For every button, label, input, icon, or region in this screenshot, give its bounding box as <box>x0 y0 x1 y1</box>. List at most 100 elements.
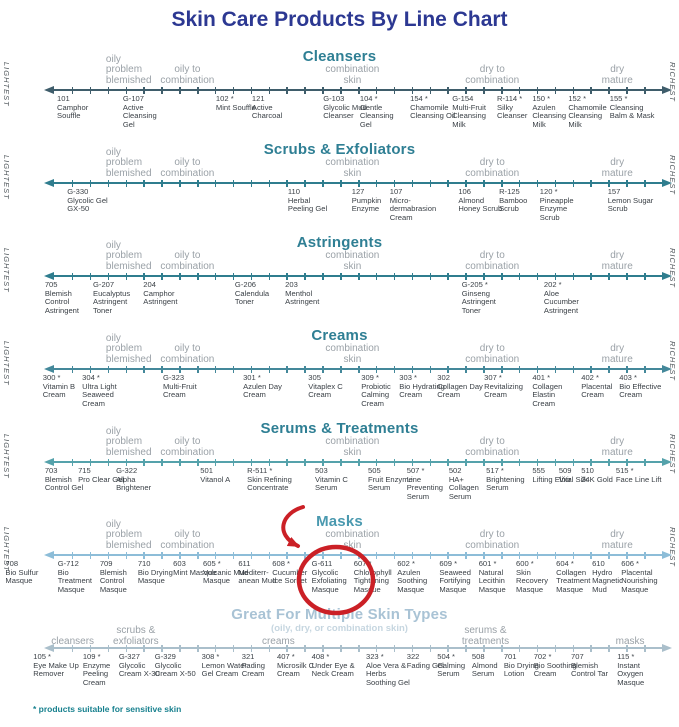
axis-tick <box>536 458 539 466</box>
axis-tick <box>411 179 414 187</box>
product-607: 607 * Chlorophyll Tightening Masque <box>353 559 392 594</box>
category-row-cleansers: Cleansers LIGHTEST RICHEST oily problem blemi… <box>0 46 679 139</box>
product-517: 517 * Brightening Serum <box>486 466 525 493</box>
axis-tick <box>143 272 145 280</box>
skin-zone-label-oily-problem-blemished: oily problem blemished <box>105 425 152 459</box>
axis-tick <box>554 551 557 559</box>
product-g-712: G-712 Bio Treatment Masque <box>57 559 93 594</box>
product-155: 155 * Cleansing Balm & Mask <box>609 94 655 121</box>
axis-tick <box>143 365 145 373</box>
product-g-323: G-323 Multi-Fruit Cream <box>162 373 197 400</box>
product-axis <box>44 271 672 280</box>
axis-tick <box>518 86 521 94</box>
product-r-125: R-125 Bamboo Scrub <box>499 187 528 214</box>
axis-tick <box>536 272 539 280</box>
axis-tick <box>393 272 396 280</box>
axis-tick <box>107 551 110 559</box>
axis-tick <box>626 272 628 280</box>
axis-tick <box>214 365 217 373</box>
richest-label: RICHEST <box>668 434 677 474</box>
axis-tick <box>322 551 324 559</box>
product-301: 301 * Azulen Day Cream <box>243 373 282 400</box>
skin-zone-label-dry-to-combination: dry to combination <box>465 157 520 180</box>
axis-tick <box>268 179 271 187</box>
product-152: 152 * Chamomile Cleansing Milk <box>568 94 607 129</box>
axis-tick <box>322 272 324 280</box>
axis-tick <box>286 644 288 652</box>
axis-tick <box>214 272 217 280</box>
axis-tick <box>358 644 360 652</box>
axis-tick <box>393 551 396 559</box>
axis-tick <box>465 179 467 187</box>
axis-tick <box>340 272 342 280</box>
axis-tick <box>71 365 74 373</box>
axis-tick <box>393 458 396 466</box>
product-axis <box>44 550 672 559</box>
axis-tick <box>214 86 217 94</box>
axis-tick <box>554 644 557 652</box>
category-header-great-for-multiple-skin-types: Great For Multiple Skin Types <box>231 606 448 623</box>
product-703: 703 Blemish Control Gel <box>44 466 84 493</box>
lightest-label: LIGHTEST <box>2 155 11 200</box>
category-row-scrubs-exfoliators: Scrubs & Exfoliators LIGHTEST RICHEST oily p… <box>0 139 679 232</box>
axis-tick <box>393 179 396 187</box>
axis-tick <box>268 365 271 373</box>
lightest-label: LIGHTEST <box>2 527 11 572</box>
product-710: 710 Bio Drying Masque <box>137 559 173 586</box>
axis-tick <box>197 458 199 466</box>
axis-tick <box>250 272 253 280</box>
axis-tick <box>590 644 592 652</box>
axis-tick <box>179 272 181 280</box>
product-408: 408 * Under Eye & Neck Cream <box>311 652 355 679</box>
axis-tick <box>554 365 557 373</box>
axis-tick <box>197 551 199 559</box>
product-504: 504 * Calming Serum <box>437 652 466 679</box>
skin-zone-label-dry-to-combination: dry to combination <box>465 64 520 87</box>
axis-tick <box>608 179 610 187</box>
axis-tick <box>232 551 235 559</box>
axis-tick <box>501 86 503 94</box>
axis-tick <box>483 458 485 466</box>
axis-tick <box>107 644 110 652</box>
product-150: 150 * Azulen Cleansing Milk <box>532 94 567 129</box>
skin-zone-label-dry-to-combination: dry to combination <box>465 343 520 366</box>
axis-tick <box>286 365 288 373</box>
axis-tick <box>501 551 503 559</box>
axis-tick <box>107 272 110 280</box>
product-107: 107 Micro- dermabrasion Cream <box>389 187 437 222</box>
axis-tick <box>572 179 575 187</box>
axis-tick <box>89 551 92 559</box>
lightest-label: LIGHTEST <box>2 248 11 293</box>
page-title: Skin Care Products By Line Chart <box>171 8 508 31</box>
product-609: 609 * Seaweed Fortifying Masque <box>439 559 471 594</box>
axis-tick <box>232 458 235 466</box>
product-307: 307 * Revitalizing Cream <box>484 373 523 400</box>
product-715: 715 Pro Clear Gel <box>78 466 125 484</box>
skin-zone-label-oily-to-combination: oily to combination <box>160 250 215 273</box>
product-601: 601 * Natural Lecithin Masque <box>478 559 506 594</box>
axis-tick <box>644 365 646 373</box>
axis-tick <box>304 179 306 187</box>
axis-tick <box>626 551 628 559</box>
skin-zone-label-dry-mature: dry mature <box>601 529 633 552</box>
category-row-creams: Creams LIGHTEST RICHEST oily problem blemishe… <box>0 325 679 418</box>
product-502: 502 HA+ Collagen Serum <box>448 466 479 501</box>
axis-tick <box>358 272 360 280</box>
axis-tick <box>393 365 396 373</box>
axis-tick <box>393 86 396 94</box>
skin-zone-label-oily-to-combination: oily to combination <box>160 64 215 87</box>
axis-tick <box>644 272 646 280</box>
product-r-114: R-114 * Silky Cleanser <box>497 94 528 121</box>
axis-tick <box>214 644 217 652</box>
skin-zone-label-serums-treatments: serums & treatments <box>461 625 510 648</box>
lightest-label: LIGHTEST <box>2 434 11 479</box>
skin-zone-label-dry-mature: dry mature <box>601 64 633 87</box>
skin-zone-label-combination-skin: combination skin <box>325 343 380 366</box>
product-104: 104 * Gentle Cleansing Gel <box>359 94 394 129</box>
axis-tick <box>393 644 396 652</box>
product-302: 302 Collagen Day Cream <box>437 373 483 400</box>
axis-tick <box>518 644 521 652</box>
axis-tick <box>447 644 449 652</box>
axis-tick <box>608 86 610 94</box>
product-axis <box>44 457 672 466</box>
